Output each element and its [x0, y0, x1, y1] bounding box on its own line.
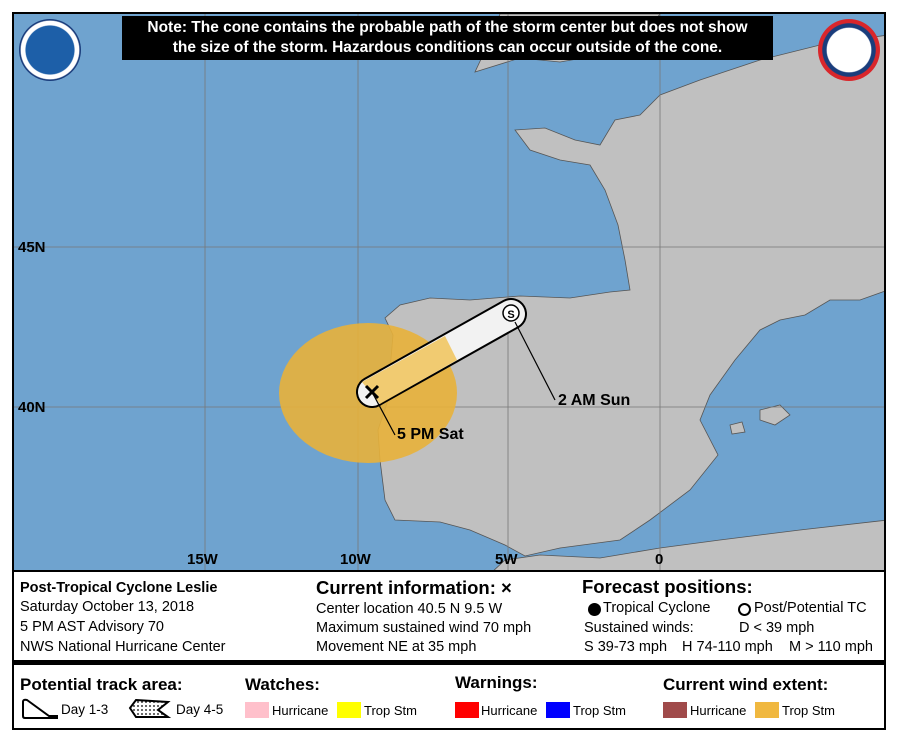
track-area-title: Potential track area:: [20, 675, 183, 694]
lat-label-45n: 45N: [18, 239, 46, 256]
map-canvas: S: [14, 14, 884, 570]
leader-line-current: [371, 391, 396, 436]
d-category: D < 39 mph: [739, 620, 815, 636]
note-line-1: Note: The cone contains the probable pat…: [147, 19, 748, 36]
forecast-map: S: [12, 12, 886, 572]
h-category: H 74-110 mph: [682, 639, 773, 655]
nws-logo: [818, 19, 880, 81]
svg-text:S: S: [507, 309, 514, 321]
center-location: Center location 40.5 N 9.5 W: [316, 601, 503, 617]
europe-mainland: [377, 35, 884, 557]
hurricane-extent-label: Hurricane: [690, 703, 747, 718]
issuing-center: NWS National Hurricane Center: [20, 639, 226, 655]
current-position-x-icon: [364, 384, 380, 400]
lon-label-0: 0: [655, 551, 664, 568]
wind-extent-title: Current wind extent:: [663, 675, 829, 694]
cone-note: Note: The cone contains the probable pat…: [122, 16, 773, 60]
watches-title: Watches:: [245, 675, 320, 694]
label-5pm-sat: 5 PM Sat: [397, 426, 464, 443]
trop-stm-extent-label: Trop Stm: [782, 703, 835, 718]
legend-panel: Potential track area: Day 1-3 Day 4-5 Wa…: [12, 662, 886, 730]
movement: Movement NE at 35 mph: [316, 639, 477, 655]
advisory-number: 5 PM AST Advisory 70: [20, 619, 164, 635]
m-category: M > 110 mph: [789, 639, 873, 655]
lon-label-10w: 10W: [340, 551, 371, 568]
leader-line-forecast: [514, 321, 556, 401]
post-tc-icon: [738, 603, 751, 616]
day45-cone-icon: [128, 698, 172, 718]
noaa-logo: [19, 19, 81, 81]
ibiza: [729, 421, 746, 435]
day13-cone-icon: [22, 698, 58, 719]
post-tropical-s-icon: [502, 304, 520, 322]
sustained-label: Sustained winds:: [584, 620, 694, 636]
tc-label: Tropical Cyclone: [603, 600, 711, 616]
trop-stm-watch-swatch: [337, 702, 361, 718]
lat-label-40n: 40N: [18, 399, 46, 416]
tropical-cyclone-icon: [588, 603, 601, 616]
advisory-date: Saturday October 13, 2018: [20, 599, 195, 615]
s-category: S 39-73 mph: [584, 639, 668, 655]
day45-label: Day 4-5: [176, 702, 224, 717]
lon-label-5w: 5W: [495, 551, 518, 568]
trop-stm-watch-label: Trop Stm: [364, 703, 417, 718]
label-2am-sun: 2 AM Sun: [558, 392, 631, 409]
mallorca: [759, 404, 791, 426]
trop-stm-extent-swatch: [755, 702, 779, 718]
trop-stm-warning-swatch: [546, 702, 570, 718]
day13-label: Day 1-3: [61, 702, 109, 717]
hurricane-warning-swatch: [455, 702, 479, 718]
cone-overlap: [362, 336, 457, 404]
trop-stm-warning-label: Trop Stm: [573, 703, 626, 718]
africa: [493, 520, 884, 570]
hurricane-warning-label: Hurricane: [481, 703, 538, 718]
warnings-title: Warnings:: [455, 673, 538, 692]
hurricane-extent-swatch: [663, 702, 687, 718]
hurricane-watch-swatch: [245, 702, 269, 718]
storm-name: Post-Tropical Cyclone Leslie: [20, 580, 218, 596]
current-info-title: Current information: ×: [316, 577, 512, 598]
forecast-title: Forecast positions:: [582, 576, 753, 597]
hurricane-watch-label: Hurricane: [272, 703, 329, 718]
lon-label-15w: 15W: [187, 551, 218, 568]
max-wind: Maximum sustained wind 70 mph: [316, 620, 532, 636]
note-line-2: the size of the storm. Hazardous conditi…: [172, 39, 723, 56]
ptc-label: Post/Potential TC: [754, 600, 867, 616]
info-panel: Post-Tropical Cyclone Leslie Saturday Oc…: [12, 572, 886, 662]
